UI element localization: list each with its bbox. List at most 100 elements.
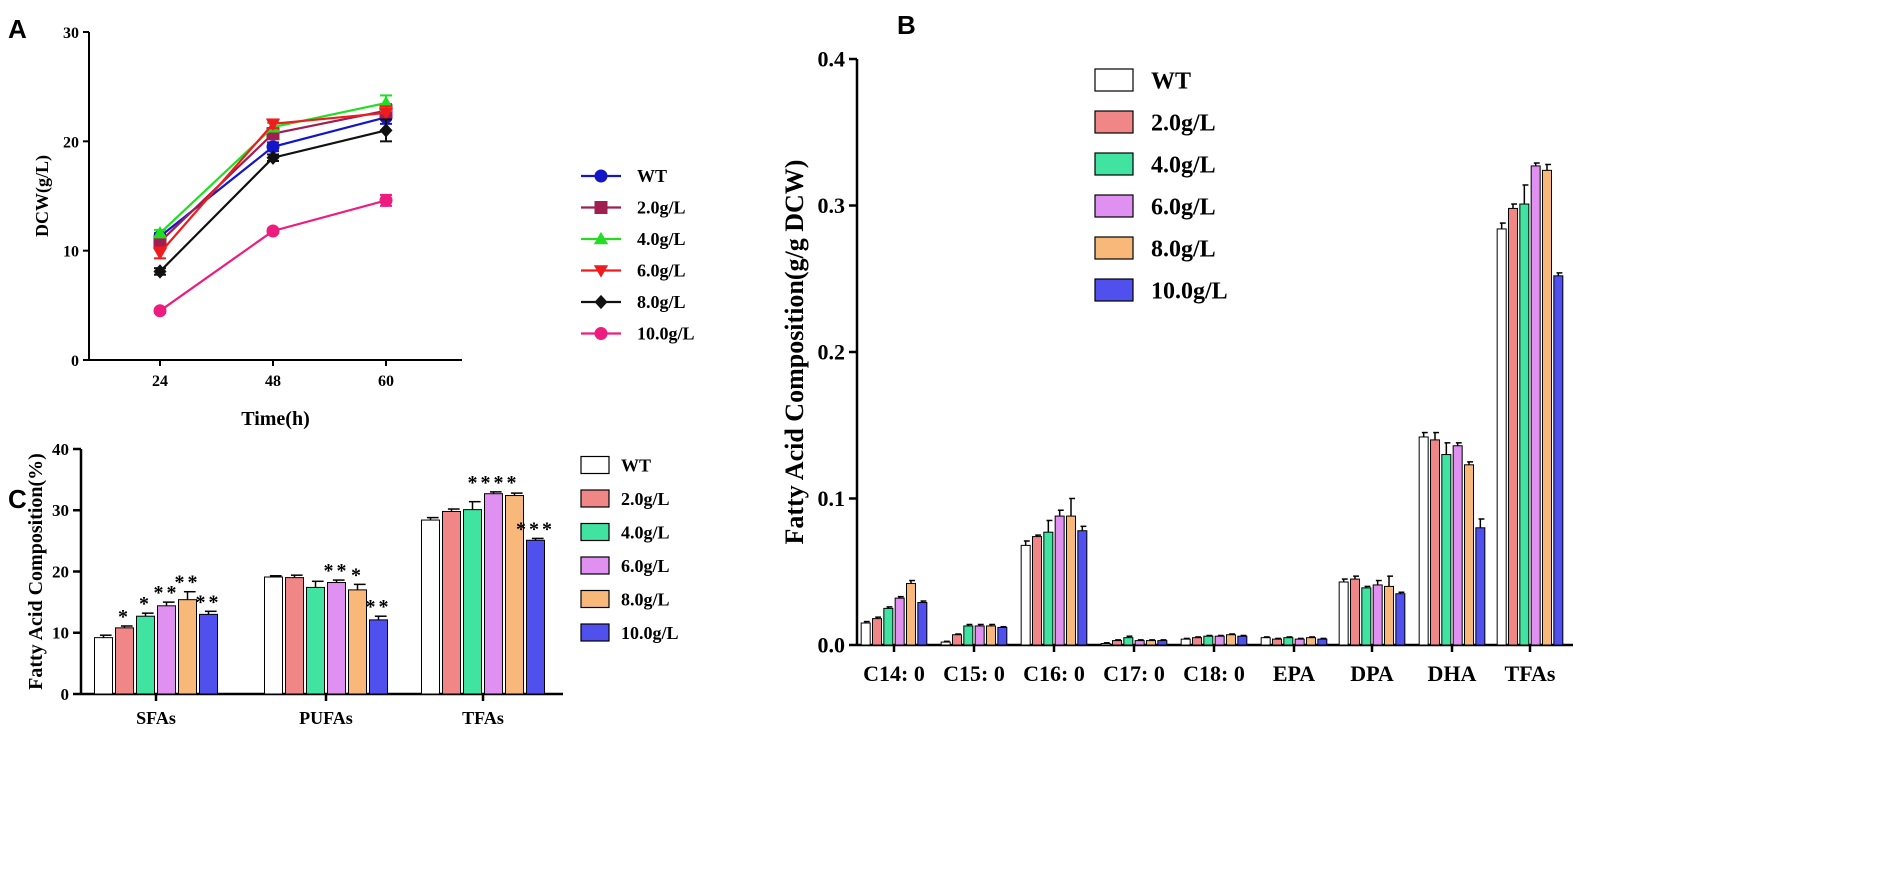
legend-label: 8.0g/L	[621, 589, 670, 609]
bar-group-pufas: ** ***	[264, 560, 389, 695]
panel-b-category-label: C16: 0	[1023, 661, 1085, 686]
bar-wt	[940, 641, 951, 646]
bar-2-0g-l	[1032, 536, 1042, 646]
bar-4-0g-l	[1361, 587, 1372, 646]
bar-10-0g-l	[1475, 527, 1486, 646]
legend-swatch	[580, 589, 610, 609]
bar-group-dpa	[1338, 575, 1406, 646]
legend-entry-4-0g-l: 4.0g/L	[1094, 152, 1216, 178]
bar-4-0g-l	[463, 509, 482, 695]
legend-label: WT	[637, 166, 667, 186]
bar-2-0g-l	[1272, 638, 1282, 646]
panel-letter-b: B	[897, 10, 916, 40]
bar-4-0g-l	[1123, 637, 1134, 646]
panel-b-category-label: EPA	[1273, 661, 1315, 686]
bar-2-0g-l	[285, 577, 304, 695]
panel-b-category-label: DPA	[1350, 661, 1394, 686]
bar-6-0g-l	[327, 582, 346, 695]
panel-b-y-tick-label: 0.1	[818, 486, 846, 511]
significance-marker: **	[175, 572, 201, 594]
bar-8-0g-l	[348, 589, 367, 695]
legend-swatch	[1094, 152, 1134, 176]
bar-6-0g-l	[894, 597, 905, 646]
legend-marker	[594, 294, 608, 310]
legend-entry-wt: WT	[580, 455, 651, 475]
data-point-4-0g-l	[152, 226, 168, 239]
legend-label: 4.0g/L	[637, 229, 686, 249]
data-point-8-0g-l	[153, 264, 167, 279]
bar-wt	[1020, 544, 1031, 646]
panel-b-category-label: C15: 0	[943, 661, 1005, 686]
bar-group-c18-0	[1180, 633, 1248, 646]
legend-label: WT	[1151, 68, 1191, 94]
panel-b-y-tick-label: 0.3	[818, 193, 846, 218]
legend-marker	[594, 201, 608, 214]
bar-group-dha	[1418, 431, 1486, 646]
panel-c-y-tick-label: 30	[52, 501, 69, 520]
legend-entry-2-0g-l: 2.0g/L	[1094, 110, 1216, 136]
legend-entry-10-0g-l: 10.0g/L	[581, 324, 695, 344]
bar-wt	[1180, 638, 1191, 646]
legend-swatch	[580, 556, 610, 575]
legend-entry-10-0g-l: 10.0g/L	[580, 623, 679, 643]
bar-8-0g-l	[178, 599, 197, 695]
bar-8-0g-l	[1464, 464, 1474, 646]
legend-swatch	[1094, 278, 1134, 302]
bar-4-0g-l	[1203, 635, 1214, 646]
bar-group-c16-0	[1020, 497, 1088, 646]
bar-wt	[421, 519, 440, 695]
panel-b-y-axis-title: Fatty Acid Composition(g/g DCW)	[780, 160, 809, 545]
panel-a-x-axis-title: Time(h)	[241, 408, 310, 430]
bar-2-0g-l	[1508, 207, 1518, 646]
bar-10-0g-l	[997, 626, 1008, 646]
panel-b-category-label: C17: 0	[1103, 661, 1165, 686]
bar-group-epa	[1260, 636, 1328, 646]
legend-label: WT	[621, 455, 651, 475]
legend-entry-8-0g-l: 8.0g/L	[581, 292, 686, 312]
panel-b-y-tick-label: 0.2	[818, 340, 846, 365]
data-point-10-0g-l	[266, 224, 280, 238]
bar-2-0g-l	[1192, 637, 1202, 646]
legend-entry-10-0g-l: 10.0g/L	[1094, 278, 1228, 304]
legend-marker	[593, 231, 609, 245]
bar-wt	[1418, 436, 1429, 646]
bar-2-0g-l	[1350, 578, 1360, 646]
data-point-2-0g-l	[153, 235, 167, 249]
significance-marker: **	[324, 560, 350, 582]
panel-b-category-label: C14: 0	[863, 661, 925, 686]
legend-label: 6.0g/L	[637, 261, 686, 281]
legend-entry-wt: WT	[1094, 68, 1191, 94]
panel-b-y-tick-label: 0.0	[818, 633, 846, 658]
legend-swatch	[1094, 110, 1134, 134]
bar-8-0g-l	[1542, 169, 1552, 646]
bar-6-0g-l	[1134, 640, 1145, 646]
panel-b-y-tick-label: 0.4	[818, 47, 846, 72]
bar-8-0g-l	[1146, 640, 1156, 646]
legend-label: 10.0g/L	[637, 324, 695, 344]
bar-6-0g-l	[484, 493, 503, 695]
data-point-wt	[266, 140, 280, 154]
significance-marker: ***	[516, 518, 555, 540]
bar-10-0g-l	[526, 539, 545, 695]
panel-a-y-tick-label: 20	[63, 134, 79, 151]
bar-wt	[264, 576, 283, 695]
panel-letter-c: C	[8, 484, 27, 514]
bar-2-0g-l	[872, 618, 882, 646]
bar-10-0g-l	[369, 619, 388, 695]
bar-6-0g-l	[1294, 638, 1305, 646]
legend-label: 10.0g/L	[621, 623, 679, 643]
series-10-0g-l	[153, 193, 393, 318]
bar-6-0g-l	[1214, 635, 1225, 646]
bar-10-0g-l	[1237, 635, 1248, 646]
panel-c-category-label: PUFAs	[299, 708, 353, 728]
significance-marker: *	[118, 606, 131, 628]
data-point-6-0g-l	[378, 107, 394, 121]
legend-label: 10.0g/L	[1151, 278, 1228, 304]
data-point-10-0g-l	[153, 304, 167, 318]
bar-8-0g-l	[986, 625, 996, 646]
panel-a-y-tick-label: 10	[63, 244, 79, 261]
legend-marker	[594, 327, 608, 340]
bar-4-0g-l	[1043, 531, 1054, 646]
panel-a-line-chart: 0 10 20 30 24 48 60 WT 2.0g/L 4.0g/L 6.0g/L 8.0g/L…	[32, 25, 695, 430]
